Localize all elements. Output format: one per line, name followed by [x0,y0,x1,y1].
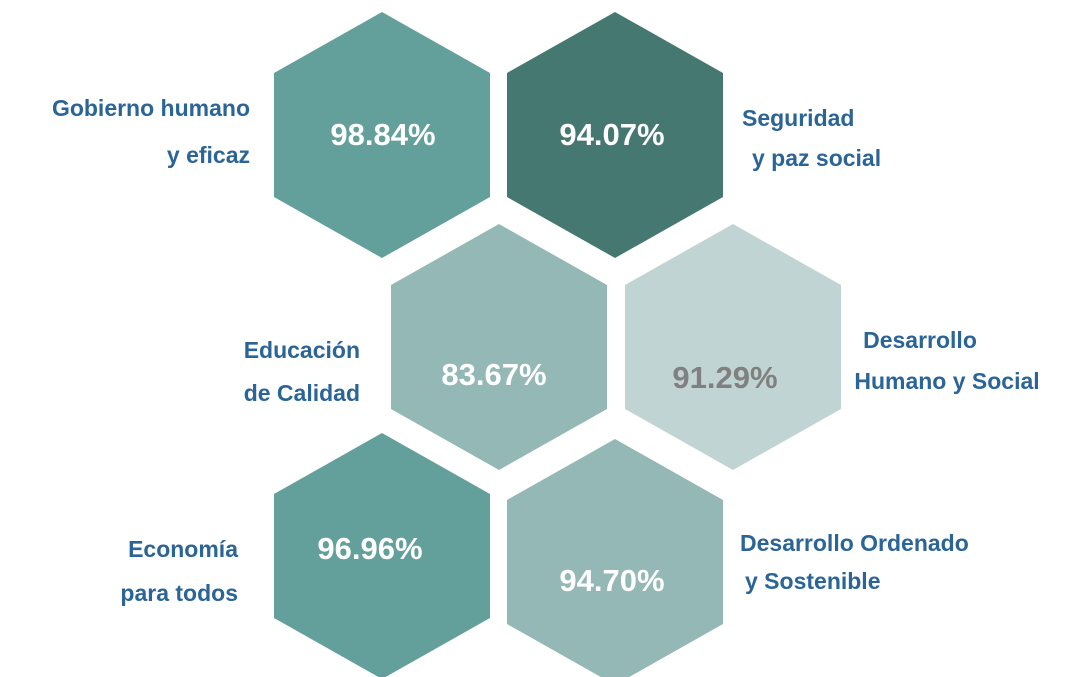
hexagon-label: Desarrollo Ordenado [740,530,969,556]
hexagon-value: 94.70% [559,563,664,598]
hexagon-label: y Sostenible [745,568,880,594]
hexagon-label: Desarrollo [863,327,977,353]
hexagon [391,224,607,470]
hexagon-label: Economía [128,536,238,562]
hexagon [274,12,490,258]
hexagon-value: 91.29% [672,360,777,395]
hexagon-label: y eficaz [167,142,250,168]
hexagon-value: 96.96% [317,531,422,566]
hexagon-label: Gobierno humano [52,95,250,121]
hexagon-label: y paz social [752,145,881,171]
hexagon-value: 98.84% [330,117,435,152]
hexagon-label: Humano y Social [854,368,1039,394]
hexagon [625,224,841,470]
hexagon-label: de Calidad [244,380,360,406]
hexagon-value: 94.07% [559,117,664,152]
hexagon-label: para todos [120,580,238,606]
hexagon-value: 83.67% [441,357,546,392]
hexagon-label: Seguridad [742,105,854,131]
hexagon [274,433,490,677]
hexagon [507,12,723,258]
hexagon [507,439,723,677]
hexagon-label: Educación [244,337,360,363]
